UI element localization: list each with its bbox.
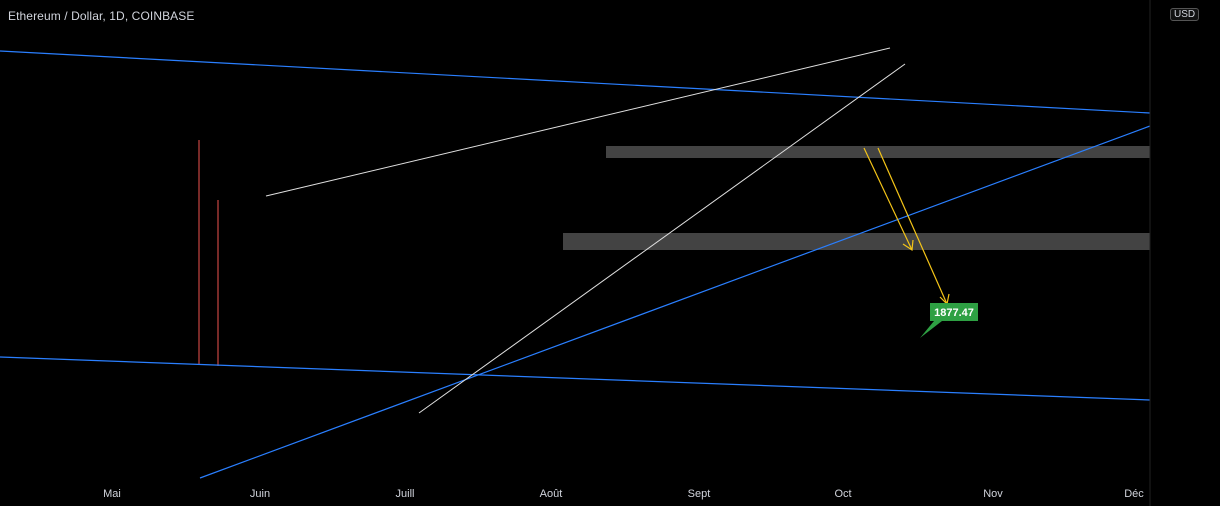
x-tick-label: Juill [396, 488, 415, 500]
projection-arrow-head [902, 239, 914, 252]
projection-arrow [877, 147, 948, 305]
x-tick-label: Oct [834, 488, 851, 500]
target-label: 1877.47 [934, 307, 974, 319]
x-tick-label: Déc [1124, 488, 1144, 500]
channel-upper-line [0, 50, 1151, 114]
currency-selector[interactable]: USD [1170, 8, 1200, 21]
x-tick-label: Sept [688, 488, 711, 500]
x-tick-label: Nov [983, 488, 1003, 500]
projection-arrow [863, 147, 913, 251]
channel-lower-line [0, 356, 1151, 401]
wedge-lower-line [418, 63, 906, 414]
resistance-zone [606, 146, 1150, 158]
wedge-upper-line [265, 47, 891, 197]
rising-support-line [199, 125, 1151, 479]
x-tick-label: Août [540, 488, 563, 500]
x-tick-label: Mai [103, 488, 121, 500]
x-tick-label: Juin [250, 488, 270, 500]
target-callout [920, 303, 978, 338]
support-zone [563, 233, 1150, 250]
chart-title: Ethereum / Dollar, 1D, COINBASE [8, 9, 195, 23]
